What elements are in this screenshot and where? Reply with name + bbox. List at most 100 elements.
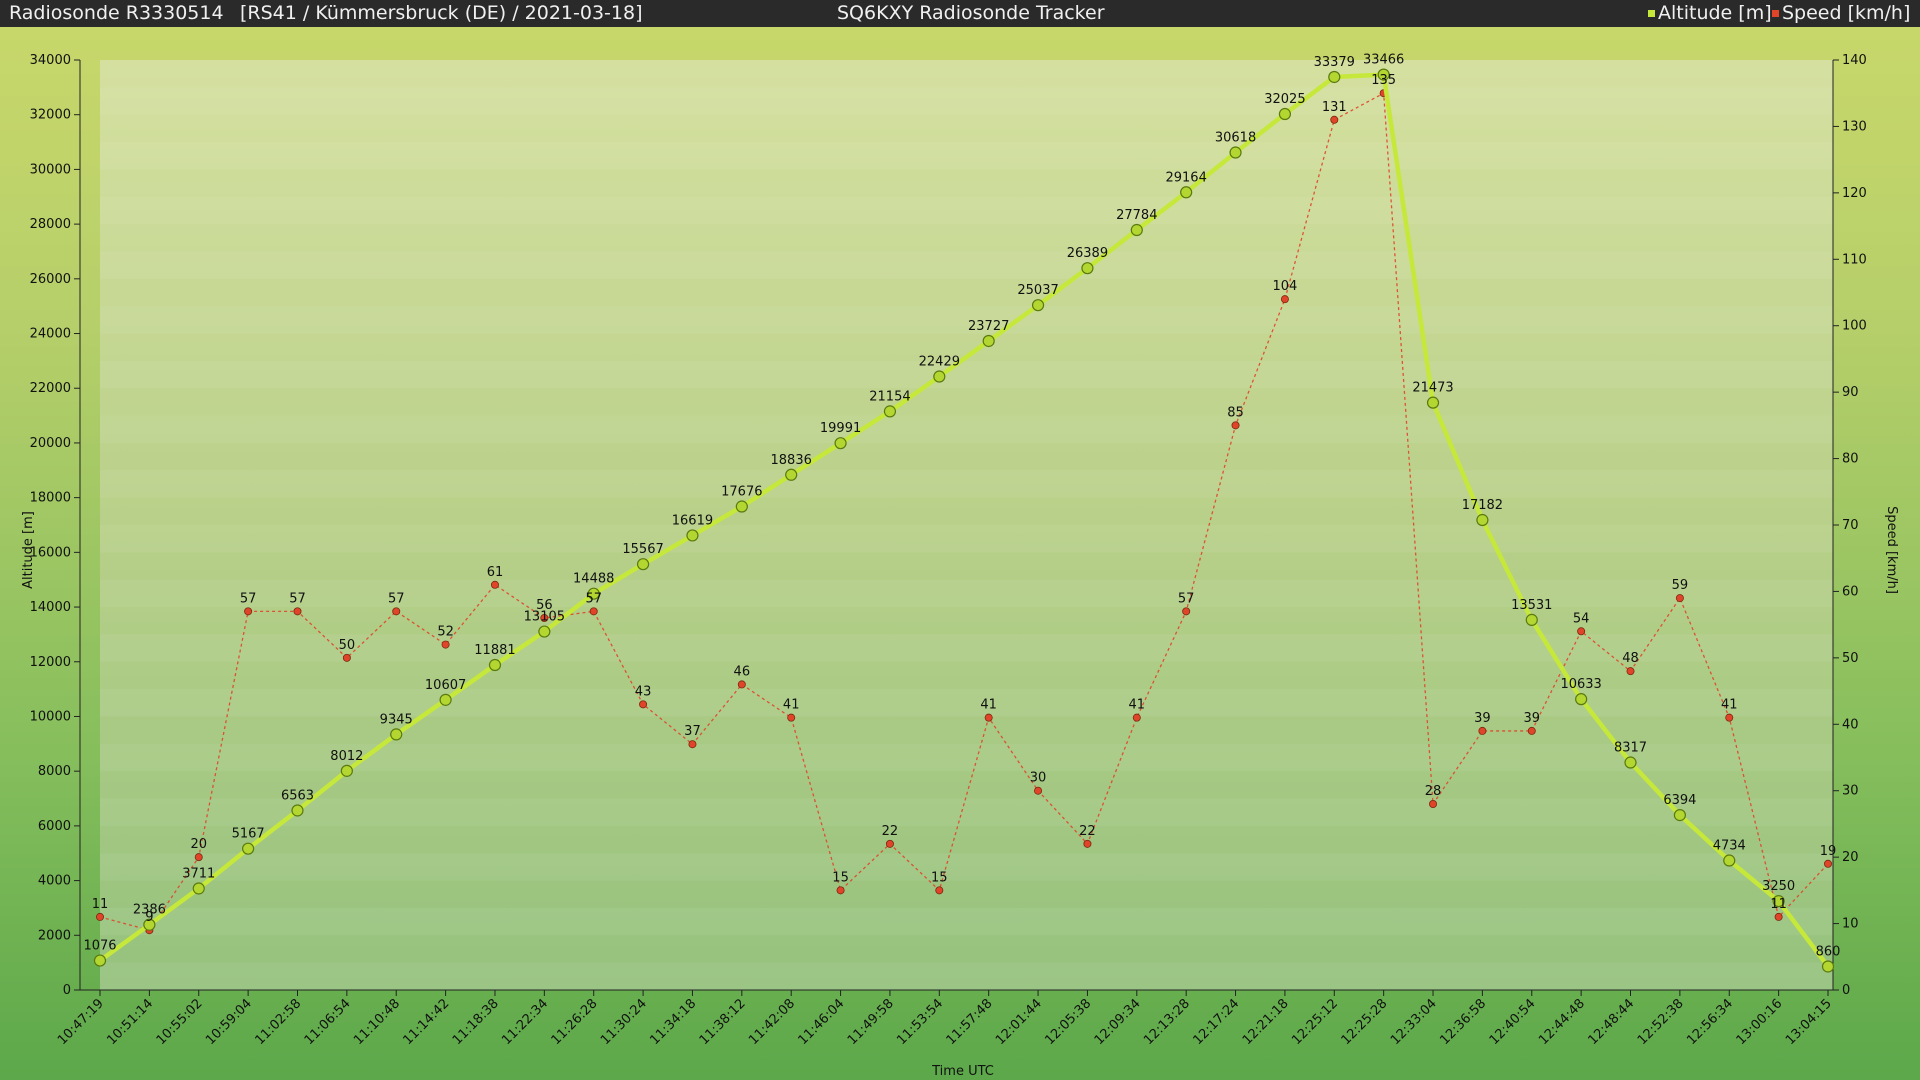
speed-data-label: 131 [1322,100,1347,115]
x-tick-label: 11:34:18 [647,996,699,1048]
altitude-data-label: 17182 [1462,498,1503,513]
altitude-point [192,882,205,895]
altitude-point [93,954,107,967]
y-tick-label: 16000 [30,545,71,560]
altitude-line [98,72,1830,968]
altitude-point [1081,262,1094,275]
speed-data-label: 41 [783,698,800,713]
altitude-data-label: 10633 [1560,677,1601,692]
plot-band [100,853,1833,881]
plot-band [100,360,1833,389]
x-tick-label: 12:01:44 [993,996,1045,1048]
x-tick-label: 12:44:48 [1536,996,1588,1048]
x-tick-label: 12:05:38 [1042,996,1094,1048]
x-tick-label: 11:38:12 [697,996,749,1048]
y2-tick-label: 70 [1842,518,1859,533]
speed-data-label: 22 [882,824,899,839]
sonde-info: [RS41 / Kümmersbruck (DE) / 2021-03-18] [240,2,643,24]
speed-point [1083,839,1092,848]
speed-point [1527,726,1536,735]
altitude-data-label: 1076 [83,939,116,954]
altitude-point [933,370,946,383]
altitude-data-label: 22429 [919,355,960,370]
title-bar: Radiosonde R3330514 [RS41 / Kümmersbruck… [0,0,1920,27]
legend-altitude-swatch [1648,10,1655,17]
y2-axis-title: Speed [km/h] [1884,506,1899,594]
y2-tick-label: 10 [1842,917,1859,932]
speed-data-label: 48 [1622,651,1639,666]
y-tick-label: 34000 [30,53,71,68]
x-tick-label: 12:48:44 [1585,996,1637,1048]
altitude-data-label: 18836 [771,453,812,468]
x-tick-label: 12:21:18 [1240,996,1292,1048]
speed-data-label: 50 [339,638,356,653]
altitude-data-label: 13105 [524,610,565,625]
altitude-point [834,437,847,450]
speed-data-label: 57 [240,591,257,606]
speed-point [737,680,746,689]
plot-band [100,251,1833,279]
y-tick-label: 26000 [30,272,71,287]
altitude-data-label: 17676 [721,485,762,500]
y2-tick-label: 130 [1842,119,1867,134]
speed-point [1478,726,1487,735]
speed-data-label: 9 [145,910,153,925]
speed-data-label: 56 [536,598,553,613]
altitude-data-label: 21154 [869,389,910,404]
speed-point [1824,859,1833,868]
x-tick-label: 11:42:08 [746,996,798,1048]
altitude-point [143,918,156,931]
x-tick-label: 11:22:34 [499,996,551,1048]
y2-tick-label: 60 [1842,584,1859,599]
speed-point [342,653,351,662]
altitude-point [291,804,304,817]
altitude-data-label: 8012 [330,749,363,764]
speed-point [194,853,203,862]
y-tick-label: 24000 [30,327,71,342]
x-tick-label: 12:09:34 [1092,996,1144,1048]
speed-point [787,713,796,722]
y-tick-label: 10000 [30,709,71,724]
plot-band [100,962,1833,990]
altitude-data-label: 8317 [1614,741,1647,756]
altitude-point [1723,854,1736,867]
altitude-point [1278,107,1292,121]
x-tick-label: 11:57:48 [944,996,996,1048]
altitude-point [883,405,897,418]
y2-tick-label: 50 [1842,651,1859,666]
altitude-point [390,728,403,741]
x-tick-label: 12:25:12 [1289,996,1341,1048]
y-tick-label: 0 [63,983,71,998]
legend-speed-swatch [1772,10,1779,17]
speed-data-label: 104 [1273,279,1298,294]
altitude-point [1229,146,1242,159]
speed-point [441,640,450,649]
plot-band [100,743,1833,772]
speed-data-label: 61 [487,565,504,580]
altitude-data-label: 19991 [820,421,861,436]
plot-band [100,306,1833,334]
altitude-point [439,693,452,706]
speed-point [1774,912,1783,921]
x-tick-label: 10:47:19 [55,996,107,1048]
x-tick-label: 12:52:38 [1635,996,1687,1048]
speed-point [490,580,499,589]
y-tick-label: 12000 [30,655,71,670]
speed-data-label: 43 [635,684,652,699]
y-tick-label: 18000 [30,491,71,506]
x-tick-label: 12:36:58 [1437,996,1489,1048]
altitude-point [636,558,650,571]
x-tick-label: 11:49:58 [845,996,897,1048]
speed-data-label: 41 [980,698,997,713]
altitude-point [1031,299,1045,312]
y-axis-title: Altitude [m] [21,511,36,589]
speed-data-label: 57 [388,591,405,606]
sonde-id: Radiosonde R3330514 [9,2,224,24]
speed-data-label: 37 [684,724,701,739]
y2-tick-label: 0 [1842,983,1850,998]
x-tick-label: 12:17:24 [1190,996,1242,1048]
plot-area [100,60,1833,990]
plot-band [100,689,1833,717]
y-tick-label: 6000 [38,819,71,834]
x-tick-label: 13:04:15 [1783,996,1835,1048]
